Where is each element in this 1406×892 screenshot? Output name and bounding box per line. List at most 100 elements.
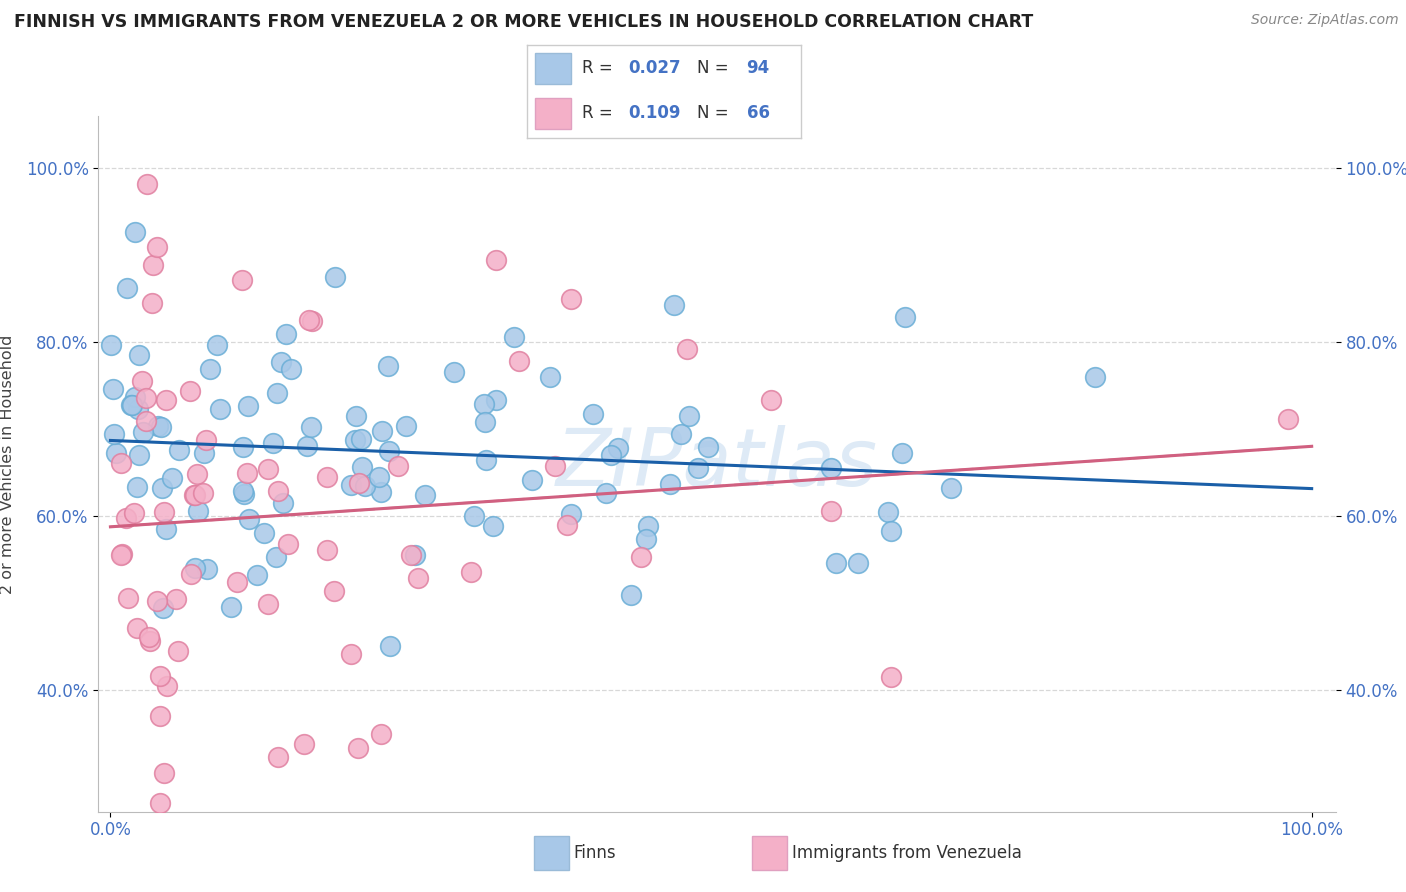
Point <box>136 177 159 191</box>
Point <box>271 496 294 510</box>
Point <box>221 600 243 615</box>
Point <box>636 532 658 546</box>
Point <box>274 327 297 342</box>
Point <box>193 446 215 460</box>
Point <box>315 543 337 558</box>
Point <box>198 361 221 376</box>
Point <box>891 445 914 459</box>
Point <box>105 446 128 460</box>
Point <box>124 225 146 239</box>
Point <box>267 750 290 764</box>
Point <box>135 414 157 428</box>
Point <box>167 443 190 458</box>
Point <box>344 409 367 423</box>
Bar <box>536 98 571 129</box>
Point <box>266 386 288 401</box>
Point <box>195 433 218 447</box>
Point <box>377 443 399 458</box>
Text: Finns: Finns <box>574 844 616 862</box>
Point <box>121 398 143 412</box>
Text: 94: 94 <box>747 60 770 78</box>
Point <box>560 292 582 306</box>
Point <box>277 537 299 551</box>
Point <box>538 369 561 384</box>
Point <box>347 475 370 490</box>
Point <box>184 488 207 502</box>
Point <box>111 547 134 561</box>
Point <box>460 565 482 579</box>
Point <box>166 644 188 658</box>
Point <box>184 561 207 575</box>
Point <box>183 488 205 502</box>
Point <box>115 281 138 295</box>
Point <box>238 399 260 413</box>
Point <box>323 584 346 599</box>
Text: ZIPatlas: ZIPatlas <box>555 425 879 503</box>
Point <box>246 568 269 582</box>
Point <box>122 506 145 520</box>
Text: N =: N = <box>697 104 734 122</box>
Point <box>236 466 259 480</box>
Point <box>820 460 842 475</box>
Point <box>205 338 228 352</box>
Point <box>893 310 915 324</box>
Point <box>315 470 337 484</box>
Point <box>620 588 643 602</box>
Point <box>270 355 292 369</box>
Point <box>880 524 903 538</box>
Point <box>606 441 628 455</box>
Point <box>208 401 231 416</box>
Point <box>101 382 124 396</box>
Point <box>117 591 139 606</box>
Text: Source: ZipAtlas.com: Source: ZipAtlas.com <box>1251 13 1399 28</box>
Point <box>522 473 544 487</box>
Point <box>155 393 177 408</box>
Point <box>630 549 652 564</box>
Point <box>941 481 963 495</box>
Point <box>232 487 254 501</box>
Point <box>264 549 287 564</box>
Point <box>125 479 148 493</box>
Point <box>413 488 436 502</box>
Point <box>150 420 173 434</box>
Point <box>225 575 247 590</box>
Point <box>142 258 165 272</box>
Point <box>128 348 150 362</box>
Point <box>292 737 315 751</box>
Text: Immigrants from Venezuela: Immigrants from Venezuela <box>792 844 1021 862</box>
Point <box>152 601 174 615</box>
Point <box>474 453 496 467</box>
Point <box>544 459 567 474</box>
Point <box>232 440 254 454</box>
Point <box>141 296 163 310</box>
Point <box>186 467 208 482</box>
Point <box>179 384 201 398</box>
Point <box>678 409 700 423</box>
Point <box>508 353 530 368</box>
Point <box>156 679 179 693</box>
Point <box>1277 411 1299 425</box>
Point <box>110 456 132 470</box>
Point <box>103 427 125 442</box>
Point <box>443 365 465 379</box>
Text: FINNISH VS IMMIGRANTS FROM VENEZUELA 2 OR MORE VEHICLES IN HOUSEHOLD CORRELATION: FINNISH VS IMMIGRANTS FROM VENEZUELA 2 O… <box>14 13 1033 31</box>
Point <box>262 435 284 450</box>
Point <box>370 727 392 741</box>
Point <box>146 419 169 434</box>
Point <box>340 477 363 491</box>
Point <box>349 432 371 446</box>
Point <box>145 594 167 608</box>
Point <box>406 571 429 585</box>
Point <box>474 415 496 429</box>
Point <box>759 392 782 407</box>
Point <box>599 448 621 462</box>
Point <box>395 418 418 433</box>
Point <box>485 253 508 268</box>
Point <box>238 512 260 526</box>
Point <box>193 486 215 500</box>
Point <box>686 461 709 475</box>
Point <box>323 269 346 284</box>
Point <box>298 312 321 326</box>
Point <box>463 509 485 524</box>
Point <box>301 314 323 328</box>
